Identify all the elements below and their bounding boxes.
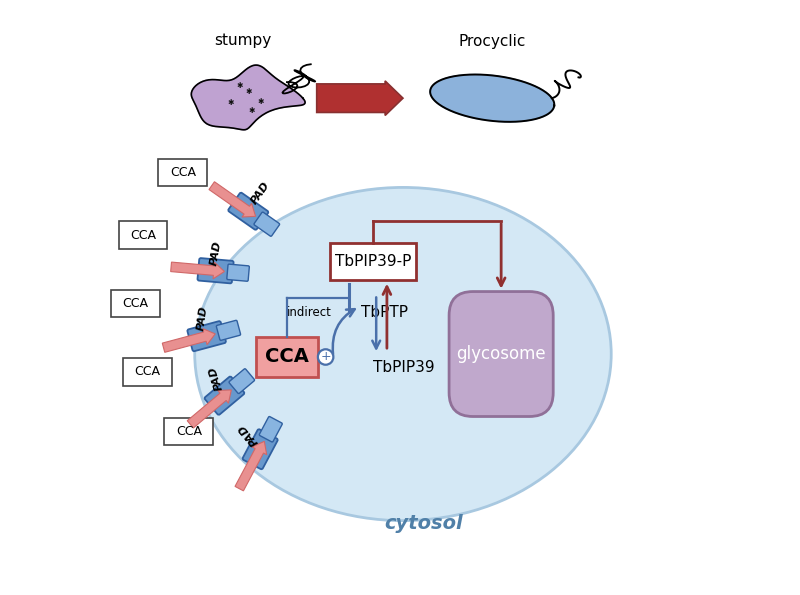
Text: ✱: ✱ <box>245 86 251 96</box>
FancyBboxPatch shape <box>228 193 268 230</box>
Text: glycosome: glycosome <box>456 345 546 363</box>
Text: TbPIP39-P: TbPIP39-P <box>335 254 411 270</box>
Text: PAD: PAD <box>207 364 224 392</box>
FancyArrow shape <box>162 328 215 352</box>
FancyBboxPatch shape <box>330 243 416 280</box>
FancyArrow shape <box>209 181 255 217</box>
Text: CCA: CCA <box>130 228 156 242</box>
FancyBboxPatch shape <box>205 377 244 415</box>
FancyBboxPatch shape <box>164 418 213 445</box>
FancyBboxPatch shape <box>449 292 554 416</box>
Text: PAD: PAD <box>196 305 209 331</box>
FancyBboxPatch shape <box>198 258 234 283</box>
Text: ✱: ✱ <box>248 105 254 115</box>
Text: TbPIP39: TbPIP39 <box>374 360 435 375</box>
Text: ✱: ✱ <box>236 80 242 90</box>
FancyBboxPatch shape <box>229 369 254 393</box>
Text: stumpy: stumpy <box>214 33 271 48</box>
FancyArrow shape <box>317 81 403 115</box>
Ellipse shape <box>194 187 611 521</box>
Text: CCA: CCA <box>170 166 196 179</box>
Text: Procyclic: Procyclic <box>458 35 526 49</box>
FancyBboxPatch shape <box>259 416 282 442</box>
FancyArrow shape <box>235 441 266 491</box>
Polygon shape <box>191 65 305 130</box>
Circle shape <box>318 349 334 365</box>
Text: ✱: ✱ <box>227 98 234 108</box>
FancyBboxPatch shape <box>227 264 250 281</box>
FancyArrow shape <box>187 390 231 428</box>
Text: PAD: PAD <box>209 240 222 266</box>
Text: PAD: PAD <box>249 180 271 206</box>
FancyBboxPatch shape <box>256 337 318 377</box>
FancyArrow shape <box>170 262 225 279</box>
Text: TbPTP: TbPTP <box>362 305 408 320</box>
FancyBboxPatch shape <box>187 321 226 351</box>
FancyBboxPatch shape <box>118 221 167 249</box>
FancyBboxPatch shape <box>216 320 241 340</box>
Text: cytosol: cytosol <box>385 514 463 533</box>
Text: PAD: PAD <box>237 422 260 447</box>
Text: ✱: ✱ <box>257 96 263 106</box>
Text: indirect: indirect <box>287 306 332 319</box>
Text: CCA: CCA <box>122 297 148 310</box>
FancyBboxPatch shape <box>254 212 280 236</box>
Polygon shape <box>430 74 554 122</box>
FancyBboxPatch shape <box>242 429 278 469</box>
FancyBboxPatch shape <box>122 358 171 386</box>
FancyBboxPatch shape <box>158 159 207 186</box>
Text: CCA: CCA <box>134 365 160 378</box>
Text: CCA: CCA <box>265 347 309 367</box>
FancyBboxPatch shape <box>111 290 160 317</box>
Text: CCA: CCA <box>176 425 202 438</box>
Text: +: + <box>320 350 331 364</box>
